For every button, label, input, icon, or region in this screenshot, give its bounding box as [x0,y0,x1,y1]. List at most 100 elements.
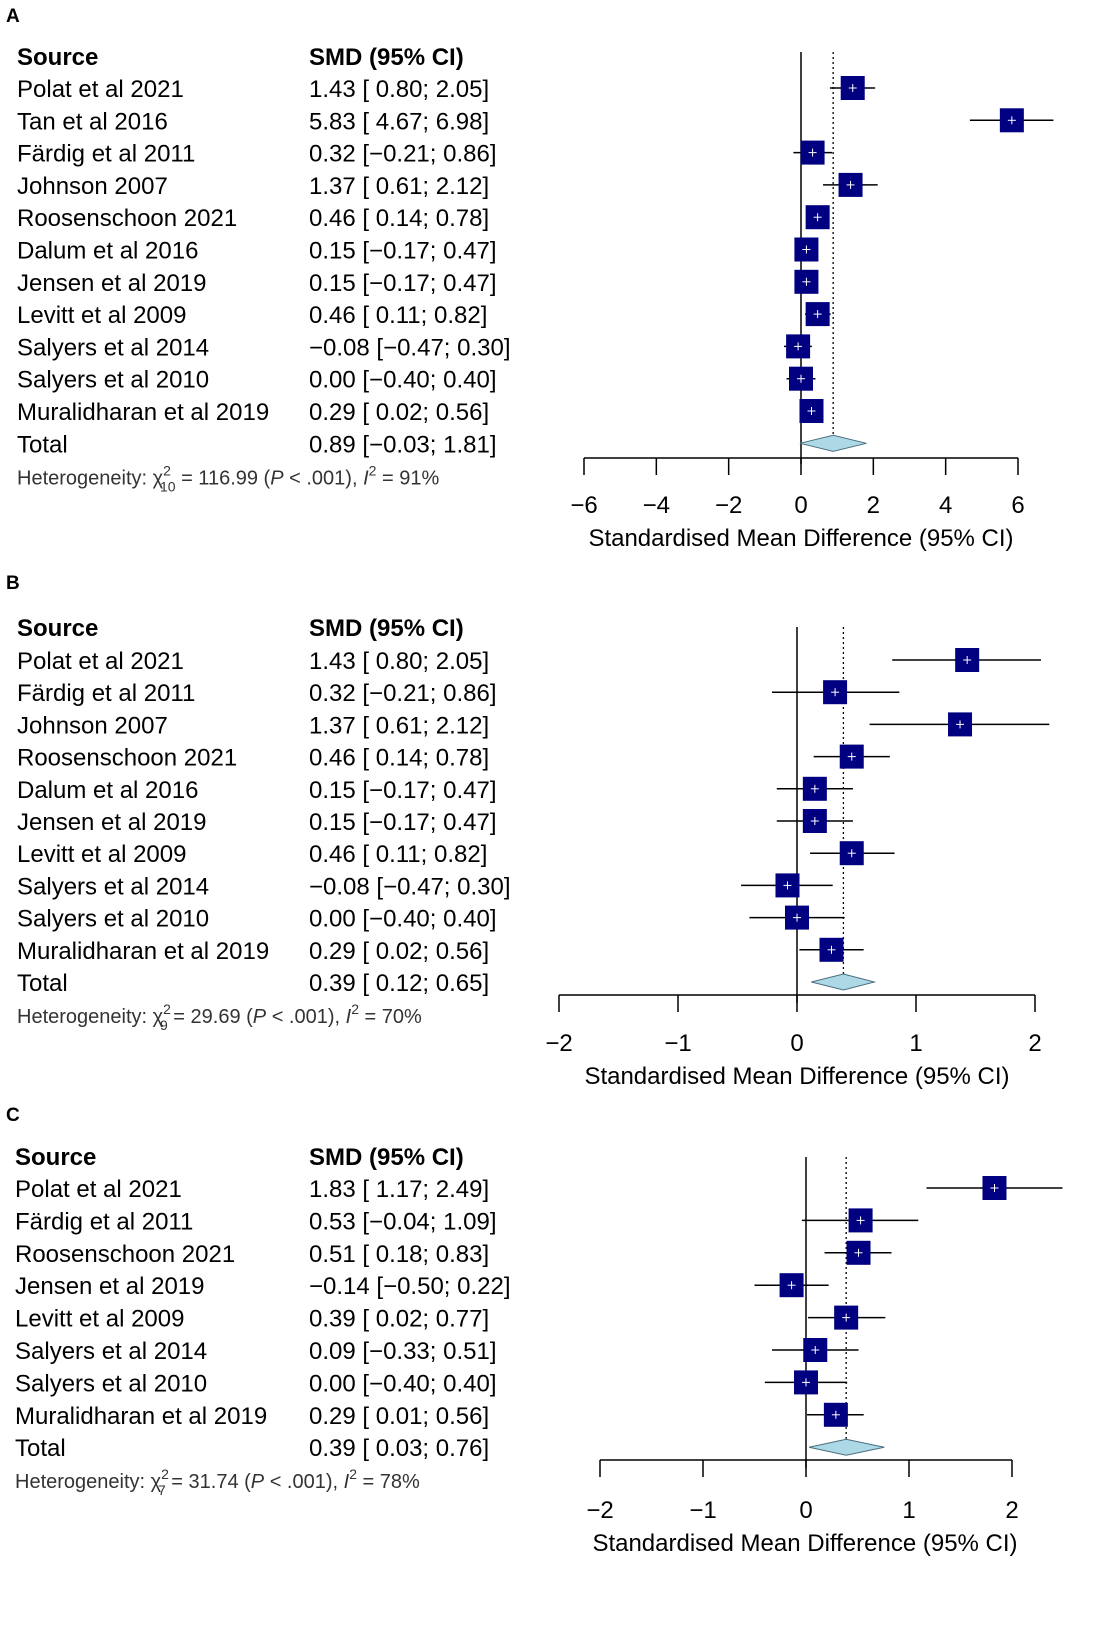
x-tick-label: 0 [799,1497,812,1524]
study-ci-label: 1.37 [ 0.61; 2.12] [309,712,489,739]
study-ci-label: 1.43 [ 0.80; 2.05] [309,76,489,103]
x-tick-label: 0 [794,492,807,519]
x-tick-label: −2 [545,1030,572,1057]
x-tick-label: 2 [867,492,880,519]
study-source-label: Färdig et al 2011 [17,680,195,707]
study-ci-label: 0.15 [−0.17; 0.47] [309,238,497,265]
heterogeneity-part: Heterogeneity: χ [17,1006,164,1028]
study-source-label: Dalum et al 2016 [17,777,198,804]
study-source-label: Polat et al 2021 [17,648,184,675]
study-source-label: Muralidharan et al 2019 [17,399,269,426]
x-tick-label: −1 [664,1030,691,1057]
total-label: Total [15,1435,66,1462]
study-ci-label: 0.46 [ 0.14; 0.78] [309,745,489,772]
x-tick-label: −4 [643,492,670,519]
x-tick-label: 0 [790,1030,803,1057]
study-source-label: Färdig et al 2011 [17,141,195,168]
heterogeneity-part: 2 [369,462,377,478]
study-ci-label: 0.00 [−0.40; 0.40] [309,1370,497,1397]
panel-label: C [6,1105,20,1126]
study-source-label: Dalum et al 2016 [17,238,198,265]
heterogeneity-part: 7 [158,1482,166,1498]
heterogeneity-part: P [270,467,284,489]
total-ci-label: 0.39 [ 0.12; 0.65] [309,970,489,997]
smd-column-header: SMD (95% CI) [309,44,464,71]
heterogeneity-part: 2 [163,462,171,478]
study-ci-label: 5.83 [ 4.67; 6.98] [309,108,489,135]
panel-label: A [6,6,20,27]
heterogeneity-part: < .001), [284,467,364,489]
study-source-label: Johnson 2007 [17,173,168,200]
study-source-label: Salyers et al 2014 [15,1338,207,1365]
study-ci-label: 0.46 [ 0.11; 0.82] [309,302,487,329]
heterogeneity-part: 2 [161,1466,169,1482]
source-column-header: Source [15,1144,96,1171]
heterogeneity-part: I [344,1471,350,1493]
study-source-label: Levitt et al 2009 [17,302,186,329]
study-ci-label: −0.08 [−0.47; 0.30] [309,334,511,361]
study-ci-label: 0.39 [ 0.02; 0.77] [309,1306,489,1333]
x-tick-label: 6 [1011,492,1024,519]
study-source-label: Salyers et al 2014 [17,873,209,900]
heterogeneity-part: = 91% [376,467,439,489]
study-source-label: Polat et al 2021 [15,1176,182,1203]
study-ci-label: −0.14 [−0.50; 0.22] [309,1273,511,1300]
x-tick-label: 1 [902,1497,915,1524]
x-axis-title: Standardised Mean Difference (95% CI) [588,525,1013,552]
x-tick-label: 4 [939,492,952,519]
heterogeneity-part: = 116.99 ( [176,467,271,489]
study-source-label: Tan et al 2016 [17,108,168,135]
total-label: Total [17,431,68,458]
study-source-label: Jensen et al 2019 [17,809,206,836]
study-source-label: Muralidharan et al 2019 [15,1403,267,1430]
heterogeneity-part: P [251,1471,265,1493]
study-ci-label: 0.29 [ 0.02; 0.56] [309,938,489,965]
pooled-diamond [799,434,867,452]
forest-panel-a: A Source SMD (95% CI) Polat et al 2021 1.43 … [6,6,1054,552]
study-source-label: Levitt et al 2009 [17,841,186,868]
study-ci-label: 0.46 [ 0.14; 0.78] [309,205,489,232]
heterogeneity-part: 2 [163,1001,171,1017]
heterogeneity-part: Heterogeneity: χ [15,1471,162,1493]
study-ci-label: 0.15 [−0.17; 0.47] [309,777,497,804]
x-tick-label: 2 [1028,1030,1041,1057]
heterogeneity-part: I [346,1006,352,1028]
heterogeneity-part: = 31.74 ( [166,1471,251,1493]
heterogeneity-part: 9 [160,1017,168,1033]
heterogeneity-part: = 70% [359,1006,422,1028]
study-ci-label: 0.53 [−0.04; 1.09] [309,1208,497,1235]
study-source-label: Levitt et al 2009 [15,1306,184,1333]
study-source-label: Johnson 2007 [17,712,168,739]
study-source-label: Polat et al 2021 [17,76,184,103]
heterogeneity-part: < .001), [264,1471,344,1493]
pooled-diamond [808,1438,885,1456]
x-axis-title: Standardised Mean Difference (95% CI) [584,1063,1009,1090]
heterogeneity-part: 2 [351,1001,359,1017]
heterogeneity-part: I [363,467,369,489]
heterogeneity-part: 10 [160,478,176,494]
panel-label: B [6,573,20,594]
x-tick-label: −2 [586,1497,613,1524]
study-source-label: Roosenschoon 2021 [15,1241,235,1268]
study-source-label: Salyers et al 2010 [17,906,209,933]
study-source-label: Salyers et al 2010 [15,1370,207,1397]
x-tick-label: 1 [909,1030,922,1057]
total-ci-label: 0.89 [−0.03; 1.81] [309,431,497,458]
heterogeneity-part: Heterogeneity: χ [17,467,164,489]
study-source-label: Jensen et al 2019 [17,270,206,297]
study-ci-label: 0.51 [ 0.18; 0.83] [309,1241,489,1268]
forest-panel-b: B Source SMD (95% CI) Polat et al 2021 1.43 … [6,573,1050,1090]
study-source-label: Muralidharan et al 2019 [17,938,269,965]
pooled-diamond [811,973,877,991]
study-source-label: Salyers et al 2014 [17,334,209,361]
heterogeneity-text: Heterogeneity: χ2 10 = 116.99 (P < .001),… [17,462,439,494]
study-ci-label: 0.29 [ 0.01; 0.56] [309,1403,489,1430]
study-source-label: Salyers et al 2010 [17,367,209,394]
heterogeneity-part: P [253,1006,267,1028]
heterogeneity-part: = 78% [357,1471,420,1493]
study-ci-label: 1.83 [ 1.17; 2.49] [309,1176,489,1203]
heterogeneity-text: Heterogeneity: χ2 7 = 31.74 (P < .001), I… [15,1466,420,1498]
x-tick-label: −2 [715,492,742,519]
study-ci-label: 1.37 [ 0.61; 2.12] [309,173,489,200]
